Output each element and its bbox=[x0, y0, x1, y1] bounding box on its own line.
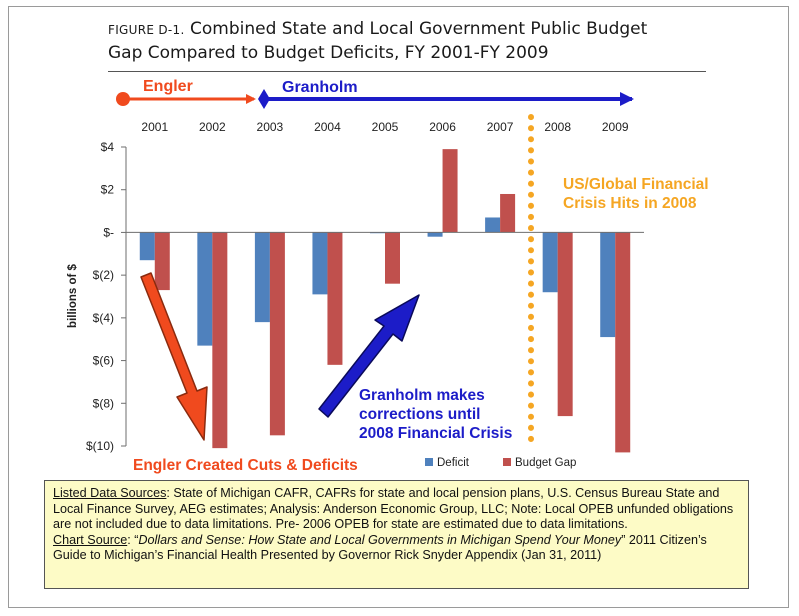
deficit-bar-2001 bbox=[139, 232, 155, 261]
x-tick-label: 2007 bbox=[487, 120, 514, 134]
listed-sources-label: Listed Data Sources bbox=[53, 486, 167, 500]
y-axis: $4 $2 $- $(2) $(4) $(6) $(8) $(10) bbox=[86, 140, 126, 453]
engler-label: Engler bbox=[143, 78, 193, 95]
chart-source-title: Dollars and Sense: How State and Local G… bbox=[138, 532, 622, 547]
budget-gap-bar-2003 bbox=[269, 232, 285, 436]
deficit-bar-2009 bbox=[600, 232, 616, 338]
granholm-correction-line1: Granholm makes bbox=[359, 387, 485, 404]
title-rule bbox=[108, 71, 706, 72]
x-tick-label: 2006 bbox=[429, 120, 456, 134]
x-tick-label: 2001 bbox=[141, 120, 168, 134]
chart-source-post: ” 2011 Citizen’s Guide to Michigan’s Fin… bbox=[53, 532, 707, 563]
budget-gap-bar-2001 bbox=[154, 232, 170, 291]
chart-source-pre: : “ bbox=[127, 532, 139, 547]
granholm-correction-line2: corrections until bbox=[359, 406, 480, 423]
granholm-label: Granholm bbox=[282, 79, 358, 96]
deficit-bar-2006 bbox=[427, 232, 443, 237]
budget-gap-bar-2008 bbox=[557, 232, 573, 417]
engler-cuts-label: Engler Created Cuts & Deficits bbox=[133, 457, 358, 474]
budget-gap-bar-2004 bbox=[327, 232, 343, 365]
timeline: Engler Granholm bbox=[116, 78, 634, 109]
deficit-bar-2003 bbox=[254, 232, 270, 323]
source-box: Listed Data Sources: State of Michigan C… bbox=[44, 480, 749, 589]
x-tick-label: 2004 bbox=[314, 120, 341, 134]
y-tick-label: $4 bbox=[101, 140, 115, 154]
engler-down-arrow bbox=[140, 272, 208, 441]
y-tick-label: $(8) bbox=[93, 396, 114, 410]
deficit-bar-2007 bbox=[485, 217, 501, 233]
bars bbox=[139, 149, 631, 453]
deficit-bar-2002 bbox=[197, 232, 213, 346]
legend: Deficit Budget Gap bbox=[425, 457, 576, 469]
y-tick-label: $- bbox=[103, 225, 114, 239]
chart-source-label: Chart Source bbox=[53, 532, 128, 547]
legend-label-budget-gap: Budget Gap bbox=[515, 457, 576, 469]
figure-title-line1: Combined State and Local Government Publ… bbox=[189, 19, 648, 39]
budget-gap-bar-2005 bbox=[385, 232, 400, 284]
x-tick-label: 2005 bbox=[372, 120, 399, 134]
y-axis-label: billions of $ bbox=[67, 263, 79, 327]
budget-gap-bar-2006 bbox=[442, 149, 458, 233]
budget-gap-bar-2007 bbox=[500, 193, 516, 233]
deficit-bar-2004 bbox=[312, 232, 328, 295]
legend-label-deficit: Deficit bbox=[437, 457, 470, 469]
granholm-up-arrow bbox=[318, 294, 420, 418]
x-tick-label: 2003 bbox=[257, 120, 284, 134]
x-tick-label: 2008 bbox=[544, 120, 571, 134]
legend-swatch-deficit bbox=[425, 458, 433, 466]
crisis-label-line1: US/Global Financial bbox=[563, 176, 709, 193]
budget-gap-bar-2009 bbox=[615, 232, 631, 453]
x-tick-label: 2009 bbox=[602, 120, 629, 134]
figure-title-line2: Gap Compared to Budget Deficits, FY 2001… bbox=[108, 43, 549, 63]
x-tick-label: 2002 bbox=[199, 120, 226, 134]
listed-sources-text: : State of Michigan CAFR, CAFRs for stat… bbox=[53, 486, 734, 532]
y-tick-label: $(4) bbox=[93, 311, 114, 325]
y-tick-label: $(2) bbox=[93, 268, 114, 282]
y-tick-label: $2 bbox=[101, 183, 115, 197]
y-tick-label: $(10) bbox=[86, 439, 114, 453]
figure-title: FIGURE D-1. Combined State and Local Gov… bbox=[108, 18, 728, 65]
legend-swatch-budget-gap bbox=[503, 458, 511, 466]
granholm-correction-line3: 2008 Financial Crisis bbox=[359, 425, 512, 442]
x-axis: 2001 2002 2003 2004 2005 2006 2007 2008 2009 bbox=[141, 120, 628, 134]
budget-gap-bar-2002 bbox=[212, 232, 228, 449]
crisis-label-line2: Crisis Hits in 2008 bbox=[563, 195, 697, 212]
y-tick-label: $(6) bbox=[93, 354, 114, 368]
deficit-bar-2008 bbox=[542, 232, 558, 293]
figure-prefix: FIGURE D-1. bbox=[108, 23, 185, 37]
